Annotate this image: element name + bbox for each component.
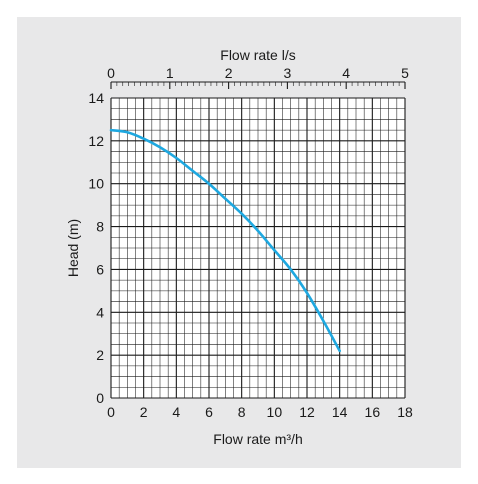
x-top-tick-label: 5 bbox=[401, 65, 409, 81]
x-top-tick-label: 1 bbox=[166, 65, 174, 81]
y-tick-label: 0 bbox=[96, 390, 104, 406]
x-tick-label: 18 bbox=[397, 404, 413, 420]
x-tick-label: 8 bbox=[238, 404, 246, 420]
x-tick-label: 0 bbox=[107, 404, 115, 420]
x-top-tick-label: 2 bbox=[225, 65, 233, 81]
y-tick-label: 14 bbox=[88, 90, 104, 106]
y-tick-label: 4 bbox=[96, 304, 104, 320]
y-tick-label: 8 bbox=[96, 219, 104, 235]
x-tick-label: 10 bbox=[267, 404, 283, 420]
x-top-tick-label: 3 bbox=[284, 65, 292, 81]
minor-grid bbox=[111, 98, 405, 398]
x-axis-label: Flow rate m³/h bbox=[213, 431, 302, 447]
x-tick-label: 2 bbox=[140, 404, 148, 420]
x-tick-label: 16 bbox=[365, 404, 381, 420]
y-axis-label: Head (m) bbox=[65, 219, 81, 277]
y-tick-label: 10 bbox=[88, 176, 104, 192]
top-axis bbox=[110, 81, 406, 89]
x-tick-label: 14 bbox=[332, 404, 348, 420]
x-tick-label: 12 bbox=[299, 404, 315, 420]
pump-curve bbox=[109, 128, 341, 353]
x-tick-label: 6 bbox=[205, 404, 213, 420]
x-top-tick-label: 4 bbox=[342, 65, 350, 81]
y-tick-label: 6 bbox=[96, 261, 104, 277]
x-top-tick-label: 0 bbox=[107, 65, 115, 81]
major-grid bbox=[110, 97, 406, 399]
series-line bbox=[109, 128, 341, 353]
x-top-axis-label: Flow rate l/s bbox=[220, 47, 295, 63]
y-tick-label: 2 bbox=[96, 347, 104, 363]
x-tick-label: 4 bbox=[172, 404, 180, 420]
y-tick-label: 12 bbox=[88, 133, 104, 149]
